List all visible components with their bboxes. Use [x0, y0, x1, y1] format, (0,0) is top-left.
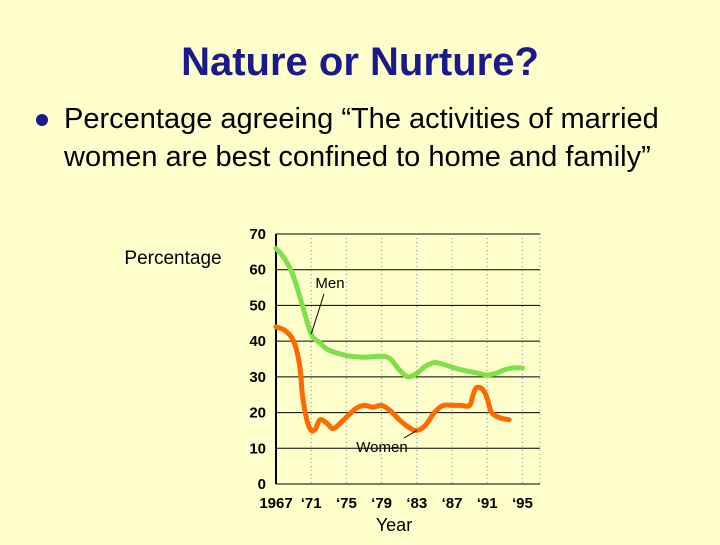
chart-series	[273, 245, 525, 434]
x-tick-label: ‘75	[336, 495, 357, 512]
x-tick-label: ‘87	[442, 495, 463, 512]
y-tick-label: 70	[249, 226, 266, 243]
annotation-leader	[403, 429, 418, 439]
x-tick-label: ‘83	[406, 495, 427, 512]
series-line-men	[273, 245, 525, 380]
x-tick-label: 1967	[259, 495, 292, 512]
y-tick-label: 60	[249, 262, 266, 279]
y-tick-label: 40	[249, 333, 266, 350]
y-tick-label: 0	[258, 476, 266, 493]
x-tick-label: ‘95	[512, 495, 533, 512]
chart-grid	[276, 233, 541, 485]
slide-title: Nature or Nurture?	[181, 40, 539, 84]
y-tick-label: 30	[249, 369, 266, 386]
x-tick-label: ‘71	[301, 495, 322, 512]
bullet-dot-icon	[36, 114, 48, 126]
y-tick-label: 50	[249, 297, 266, 314]
annotation-label-women: Women	[356, 439, 407, 456]
x-tick-label: ‘79	[371, 495, 392, 512]
series-line-women	[273, 324, 512, 434]
y-tick-label: 20	[249, 405, 266, 422]
annotation-label-men: Men	[315, 275, 344, 292]
chart-annotations: Men Women	[310, 275, 418, 456]
chart-axes: 0 10 20 30 40 50 60 70 1967 ‘71 ‘75 ‘79 ‘83 ‘87 ‘91 ‘95…	[124, 226, 532, 535]
bullet-text: Percentage agreeing “The activities of m…	[64, 103, 659, 173]
x-axis-label: Year	[376, 515, 412, 535]
y-axis-label: Percentage	[124, 248, 221, 269]
y-tick-label: 10	[249, 440, 266, 457]
annotation-leader	[310, 293, 325, 335]
x-tick-label: ‘91	[477, 495, 498, 512]
